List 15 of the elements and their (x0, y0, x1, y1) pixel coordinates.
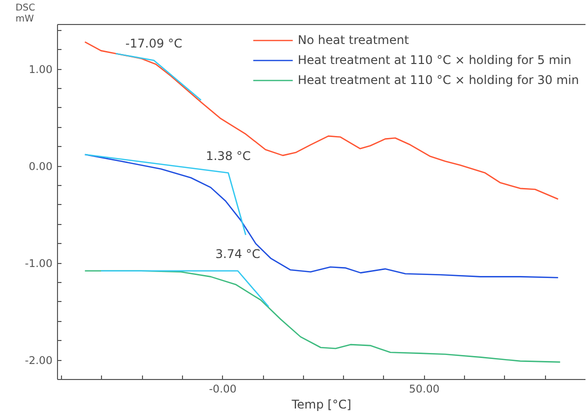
legend-label: No heat treatment (298, 33, 409, 47)
x-axis-title: Temp [°C] (290, 398, 352, 412)
y-axis-title: DSC mW (16, 2, 36, 24)
y-tick-label: -2.00 (24, 354, 53, 368)
y-tick-label: 1.00 (28, 63, 53, 76)
x-tick-label: 50.00 (409, 382, 440, 396)
y-tick-label: 0.00 (28, 160, 53, 174)
y-tick-label: -1.00 (24, 257, 53, 270)
annotation: 1.38 °C (206, 148, 251, 163)
annotation: 3.74 °C (215, 246, 260, 261)
line-series (84, 270, 561, 363)
legend-label: Heat treatment at 110 °C × holding for 30 min (298, 73, 579, 87)
annotation: -17.09 °C (125, 36, 182, 50)
x-tick-label: -0.00 (208, 382, 237, 396)
legend-label: Heat treatment at 110 °C × holding for 5 min (298, 53, 572, 67)
